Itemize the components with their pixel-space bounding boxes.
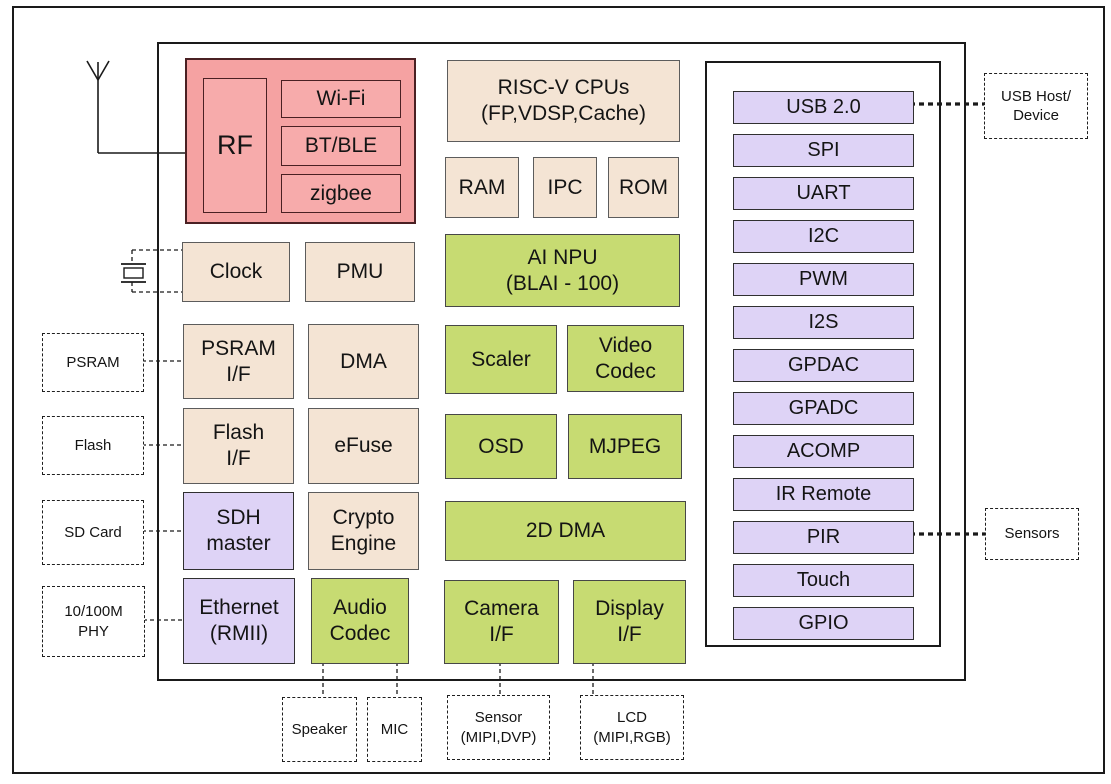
- external-psram: PSRAM: [42, 333, 144, 392]
- block-rf: RF: [203, 78, 267, 213]
- block-video-codec: Video Codec: [567, 325, 684, 392]
- block-ram: RAM: [445, 157, 519, 218]
- peripheral-uart: UART: [733, 177, 914, 210]
- external-speaker: Speaker: [282, 697, 357, 762]
- external-sensor: Sensor (MIPI,DVP): [447, 695, 550, 760]
- block-dma: DMA: [308, 324, 419, 399]
- chip-boundary: [157, 42, 966, 681]
- block-psram-if: PSRAM I/F: [183, 324, 294, 399]
- block-mjpeg: MJPEG: [568, 414, 682, 479]
- block-bt-ble: BT/BLE: [281, 126, 401, 166]
- block-osd: OSD: [445, 414, 557, 479]
- peripheral-gpadc: GPADC: [733, 392, 914, 425]
- block-audio-codec: Audio Codec: [311, 578, 409, 664]
- peripheral-pir: PIR: [733, 521, 914, 554]
- peripheral-acomp: ACOMP: [733, 435, 914, 468]
- external-lcd: LCD (MIPI,RGB): [580, 695, 684, 760]
- peripheral-touch: Touch: [733, 564, 914, 597]
- block-efuse: eFuse: [308, 408, 419, 484]
- block-zigbee: zigbee: [281, 174, 401, 213]
- block-sdh-master: SDH master: [183, 492, 294, 570]
- block-scaler: Scaler: [445, 325, 557, 394]
- external-sd-card: SD Card: [42, 500, 144, 565]
- peripheral-usb2: USB 2.0: [733, 91, 914, 124]
- block-rom: ROM: [608, 157, 679, 218]
- outer-frame: [12, 6, 1105, 774]
- peripheral-gpdac: GPDAC: [733, 349, 914, 382]
- peripheral-i2s: I2S: [733, 306, 914, 339]
- block-ipc: IPC: [533, 157, 597, 218]
- external-sensors: Sensors: [985, 508, 1079, 560]
- block-wifi: Wi-Fi: [281, 80, 401, 118]
- block-clock: Clock: [182, 242, 290, 302]
- peripheral-ir-remote: IR Remote: [733, 478, 914, 511]
- block-ethernet: Ethernet (RMII): [183, 578, 295, 664]
- block-flash-if: Flash I/F: [183, 408, 294, 484]
- external-phy: 10/100M PHY: [42, 586, 145, 657]
- peripherals-panel: USB 2.0 SPI UART I2C PWM I2S GPDAC GPADC…: [705, 61, 941, 647]
- block-crypto-engine: Crypto Engine: [308, 492, 419, 570]
- external-mic: MIC: [367, 697, 422, 762]
- external-flash: Flash: [42, 416, 144, 475]
- block-pmu: PMU: [305, 242, 415, 302]
- peripheral-gpio: GPIO: [733, 607, 914, 640]
- peripheral-spi: SPI: [733, 134, 914, 167]
- block-2d-dma: 2D DMA: [445, 501, 686, 561]
- rf-group: RF Wi-Fi BT/BLE zigbee: [185, 58, 416, 224]
- block-riscv-cpus: RISC-V CPUs (FP,VDSP,Cache): [447, 60, 680, 142]
- block-camera-if: Camera I/F: [444, 580, 559, 664]
- block-ai-npu: AI NPU (BLAI - 100): [445, 234, 680, 307]
- peripheral-i2c: I2C: [733, 220, 914, 253]
- peripheral-pwm: PWM: [733, 263, 914, 296]
- external-usb-host-device: USB Host/ Device: [984, 73, 1088, 139]
- block-display-if: Display I/F: [573, 580, 686, 664]
